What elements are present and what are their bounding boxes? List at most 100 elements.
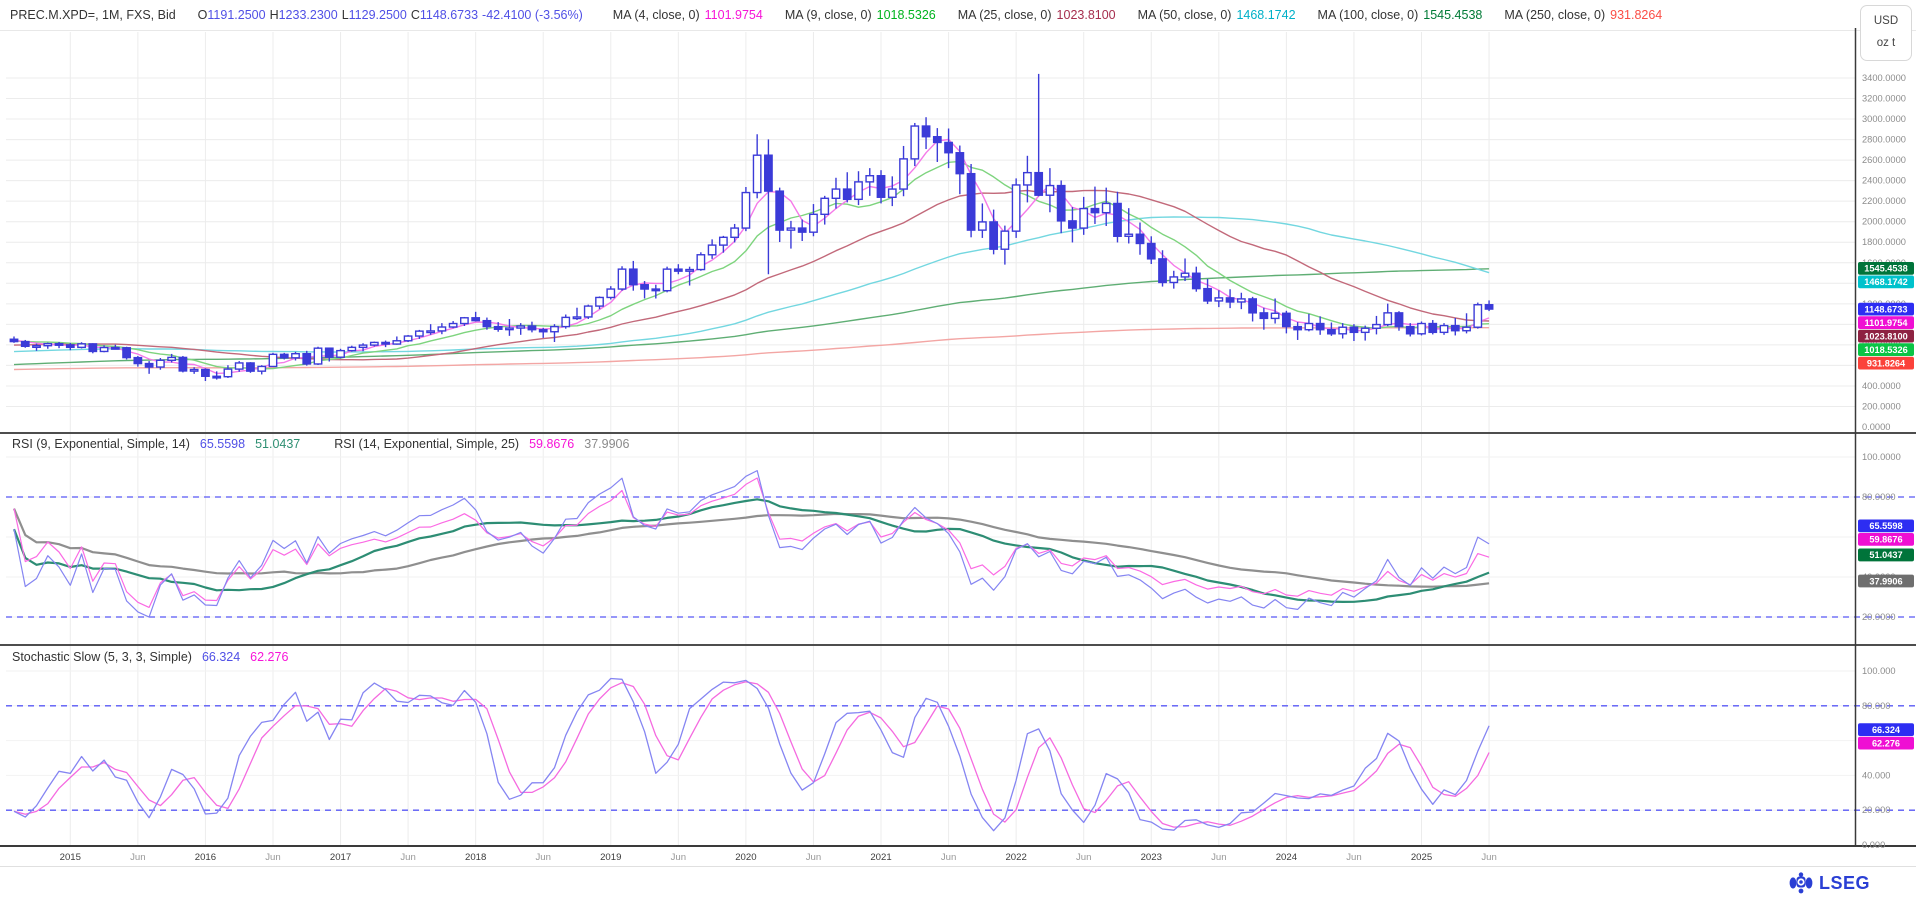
candle xyxy=(1000,225,1010,265)
svg-text:2200.0000: 2200.0000 xyxy=(1862,196,1906,206)
candle xyxy=(1214,290,1224,308)
svg-text:Jun: Jun xyxy=(400,852,415,863)
candle xyxy=(1135,222,1145,255)
candle xyxy=(437,323,447,335)
rsi-pane-header[interactable]: RSI (9, Exponential, Simple, 14) 65.5598… xyxy=(12,437,629,451)
svg-text:Jun: Jun xyxy=(671,852,686,863)
svg-text:3000.0000: 3000.0000 xyxy=(1862,114,1906,124)
time-axis[interactable]: 2015 2016 2017 2018 2019 2020 2021 2022 2023 2024… xyxy=(60,852,1497,863)
axis-badge: 1101.9754 xyxy=(1858,316,1914,329)
lseg-crest-icon xyxy=(1789,872,1813,894)
candle xyxy=(471,311,481,322)
rsi1-title[interactable]: RSI (9, Exponential, Simple, 14) xyxy=(12,437,190,451)
candle xyxy=(1011,178,1021,238)
unit-measure: oz t xyxy=(1876,36,1896,49)
candle xyxy=(1101,187,1111,227)
candle xyxy=(538,327,548,338)
svg-text:1101.9754: 1101.9754 xyxy=(1865,318,1909,328)
ma-legend: MA (4, close, 0) 1101.9754 MA (9, close, 0… xyxy=(613,8,1662,22)
rsi1-smoothed-value: 51.0437 xyxy=(255,437,301,451)
ma-legend-item[interactable]: MA (4, close, 0) 1101.9754 xyxy=(612,8,763,22)
svg-text:2025: 2025 xyxy=(1411,852,1432,863)
rsi2-value: 59.8676 xyxy=(529,437,575,451)
axis-badge: 931.8264 xyxy=(1858,356,1914,370)
candle xyxy=(369,341,379,347)
candle xyxy=(381,340,390,348)
svg-text:400.0000: 400.0000 xyxy=(1862,381,1901,391)
candle xyxy=(662,266,672,293)
candle xyxy=(1191,266,1201,292)
candle xyxy=(1372,315,1381,335)
candle xyxy=(741,187,751,232)
ma-legend-item[interactable]: MA (9, close, 0) 1018.5326 xyxy=(784,8,936,22)
candle xyxy=(1338,323,1348,339)
candle xyxy=(426,324,436,335)
candle xyxy=(831,177,841,209)
candle xyxy=(505,319,514,336)
candle xyxy=(9,336,19,343)
price-pane[interactable] xyxy=(6,32,1855,433)
axis-badge: 1468.1742 xyxy=(1858,275,1914,289)
candle xyxy=(1304,313,1314,332)
candle xyxy=(201,368,210,382)
svg-text:3200.0000: 3200.0000 xyxy=(1862,94,1906,104)
svg-text:2000.0000: 2000.0000 xyxy=(1862,217,1906,227)
ma-legend-item[interactable]: MA (25, close, 0) 1023.8100 xyxy=(957,8,1116,22)
svg-text:1023.8100: 1023.8100 xyxy=(1864,331,1907,341)
svg-text:20.000: 20.000 xyxy=(1862,805,1890,815)
ma-legend-item[interactable]: MA (50, close, 0) 1468.1742 xyxy=(1137,8,1296,22)
rsi2-title[interactable]: RSI (14, Exponential, Simple, 25) xyxy=(334,437,520,451)
stoch-pane[interactable] xyxy=(6,645,1855,845)
stoch-title[interactable]: Stochastic Slow (5, 3, 3, Simple) xyxy=(12,650,192,664)
candle xyxy=(752,134,762,199)
candle xyxy=(1327,322,1336,336)
candle xyxy=(43,342,53,349)
ma-legend-item[interactable]: MA (100, close, 0) 1545.4538 xyxy=(1317,8,1483,22)
candle xyxy=(1068,207,1077,243)
svg-text:2017: 2017 xyxy=(330,852,351,863)
candle xyxy=(797,219,807,242)
axis-badge: 1545.4538 xyxy=(1858,261,1914,275)
axis-badge: 1148.6733 xyxy=(1858,302,1914,316)
rsi1-value: 65.5598 xyxy=(199,437,246,451)
open-label: O1191.2500 xyxy=(197,8,266,22)
candle xyxy=(313,346,323,366)
candle xyxy=(1281,310,1291,334)
low-value: 1129.2500 xyxy=(348,8,407,22)
candle xyxy=(155,358,165,370)
svg-text:0.0000: 0.0000 xyxy=(1862,422,1890,432)
lseg-logo: LSEG xyxy=(1788,871,1870,895)
ma-legend-item[interactable]: MA (250, close, 0) 931.8264 xyxy=(1504,8,1663,22)
candle xyxy=(718,235,728,253)
close-label: C1148.6733 xyxy=(410,8,479,22)
svg-text:2600.0000: 2600.0000 xyxy=(1862,155,1906,165)
rsi-pane[interactable] xyxy=(6,433,1855,645)
candle xyxy=(955,145,965,195)
candle xyxy=(595,296,604,310)
svg-text:100.000: 100.000 xyxy=(1862,666,1896,676)
candle xyxy=(1248,296,1258,322)
candle xyxy=(1360,325,1370,341)
candle xyxy=(88,343,98,354)
axis-badge: 59.8676 xyxy=(1858,532,1914,546)
candle xyxy=(606,286,616,300)
svg-text:65.5598: 65.5598 xyxy=(1869,521,1902,531)
candle xyxy=(110,344,120,350)
candle xyxy=(910,122,920,167)
candle xyxy=(1428,320,1438,335)
stoch-lines xyxy=(13,677,1490,832)
candle xyxy=(1315,316,1325,335)
svg-text:80.0000: 80.0000 xyxy=(1862,492,1896,502)
svg-text:1545.4538: 1545.4538 xyxy=(1864,264,1907,274)
candle xyxy=(707,239,717,259)
candle xyxy=(1439,323,1449,335)
stoch-badges: 66.324 62.276 xyxy=(1858,723,1914,750)
axis-badge: 1018.5326 xyxy=(1858,343,1914,356)
candle xyxy=(921,117,931,150)
candle xyxy=(865,168,875,196)
candle xyxy=(246,362,255,373)
stoch-pane-header[interactable]: Stochastic Slow (5, 3, 3, Simple) 66.324… xyxy=(12,650,288,664)
candle xyxy=(336,348,345,359)
axis-badge: 1023.8100 xyxy=(1858,329,1914,343)
